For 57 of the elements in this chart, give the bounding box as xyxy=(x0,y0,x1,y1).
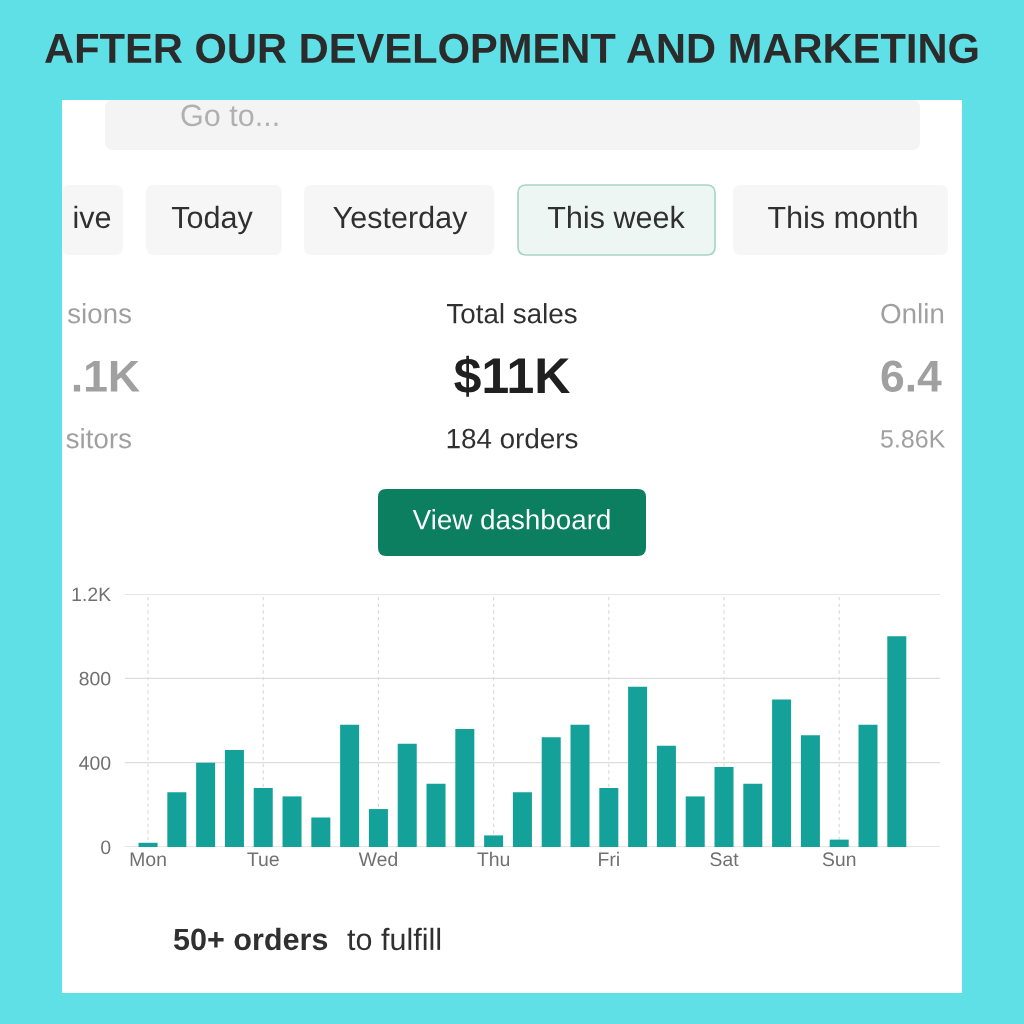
bar xyxy=(570,724,590,847)
text: Onlin xyxy=(881,303,944,324)
bar xyxy=(138,842,158,847)
bar xyxy=(714,766,734,847)
bar xyxy=(599,787,619,847)
text: This week xyxy=(547,205,685,229)
text: 5.86K xyxy=(881,430,946,448)
bar xyxy=(772,699,792,847)
bar xyxy=(656,745,676,847)
bar xyxy=(368,809,388,847)
bar xyxy=(340,724,360,847)
bar xyxy=(484,835,504,847)
text: 6.4 xyxy=(881,360,942,392)
text: ive xyxy=(74,205,111,229)
y-tick-label: 800 xyxy=(79,671,111,686)
text: This month xyxy=(768,205,917,229)
x-tick-label: Tue xyxy=(247,852,279,867)
bar xyxy=(196,762,216,847)
x-tick-label: Mon xyxy=(130,852,166,867)
text: sions xyxy=(67,303,131,324)
bar xyxy=(253,787,273,847)
x-tick-label: Thu xyxy=(477,851,510,867)
bar xyxy=(800,735,820,847)
bar xyxy=(512,792,532,847)
bar xyxy=(224,750,244,847)
x-tick-label: Wed xyxy=(358,851,397,867)
chart-title: AFTER OUR DEVELOPMENT AND MARKETING xyxy=(45,33,978,64)
bar xyxy=(743,783,763,847)
text: $11K xyxy=(454,355,570,397)
bar xyxy=(311,817,331,847)
bar xyxy=(541,737,561,847)
bar xyxy=(685,796,705,847)
x-tick-label: Sat xyxy=(710,852,739,867)
bar xyxy=(455,728,475,847)
bar xyxy=(397,743,417,847)
text: Yesterday xyxy=(333,205,468,235)
x-tick-label: Fri xyxy=(599,851,619,866)
text: Today xyxy=(171,205,253,235)
bar xyxy=(426,783,446,847)
bar xyxy=(628,686,648,847)
text: 50+ orders xyxy=(173,927,328,951)
text: View dashboard xyxy=(412,509,610,530)
x-tick-label: Sun xyxy=(822,852,856,867)
bar xyxy=(167,792,187,847)
text: Total sales xyxy=(447,303,577,324)
y-tick-label: 1.2K xyxy=(72,587,111,602)
text: sitors xyxy=(66,428,131,449)
y-tick-label: 400 xyxy=(79,756,111,770)
bar xyxy=(829,839,849,847)
bar xyxy=(282,796,302,847)
text: to fulfill xyxy=(347,927,441,951)
bar xyxy=(887,636,907,847)
text: .1K xyxy=(73,360,140,392)
y-tick-label: 0 xyxy=(101,840,111,855)
text: 184 orders xyxy=(447,428,578,449)
bar xyxy=(858,724,878,847)
text: Go to... xyxy=(181,104,278,127)
